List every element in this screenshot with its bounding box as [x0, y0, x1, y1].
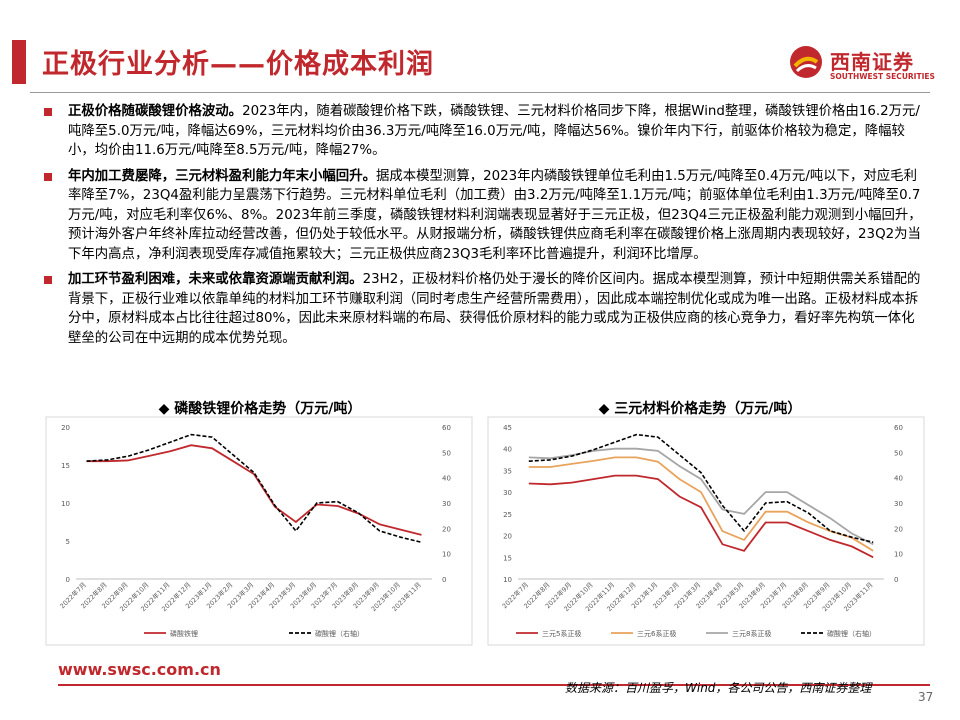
bullet-lead: 年内加工费屡降，三元材料盈利能力年末小幅回升。 — [68, 168, 376, 184]
y2-tick-label: 10 — [894, 551, 903, 559]
y2-tick-label: 0 — [894, 576, 898, 584]
y2-tick-label: 50 — [894, 449, 903, 457]
logo-en-text: SOUTHWEST SECURITIES — [830, 72, 935, 81]
bullet-square-icon — [44, 276, 52, 284]
bullet-item: 正极价格随碳酸锂价格波动。2023年内，随着碳酸锂价格下跌，磷酸铁锂、三元材料价… — [44, 102, 926, 161]
chart-frame — [487, 416, 925, 646]
website-link[interactable]: www.swsc.com.cn — [58, 660, 221, 679]
y-tick-label: 10 — [61, 500, 70, 508]
y2-tick-label: 30 — [894, 500, 903, 508]
bullet-body: 据成本模型测算，2023年内磷酸铁锂单位毛利由1.5万元/吨降至0.4万元/吨以… — [68, 168, 922, 262]
chart-title-lfp: ◆ 磷酸铁锂价格走势（万元/吨） — [158, 401, 362, 417]
bullet-item: 加工环节盈利困难，未来或依靠资源端贡献利润。23H2，正极材料价格仍处于漫长的降… — [44, 270, 926, 348]
lfp-price-chart: 0510152001020304050602022年7月2022年8月2022年… — [45, 416, 473, 646]
legend-label: 磷酸铁锂 — [170, 629, 198, 638]
y2-tick-label: 40 — [442, 475, 451, 483]
legend-label: 碳酸锂（右轴） — [315, 629, 364, 638]
y2-tick-label: 40 — [894, 475, 903, 483]
bullet-item: 年内加工费屡降，三元材料盈利能力年末小幅回升。据成本模型测算，2023年内磷酸铁… — [44, 167, 926, 265]
y-tick-label: 0 — [66, 576, 70, 584]
bullet-square-icon — [44, 172, 52, 181]
y-tick-label: 15 — [503, 554, 512, 562]
y-tick-label: 20 — [503, 533, 512, 541]
bullet-body: 2023年内，随着碳酸锂价格下跌，磷酸铁锂、三元材料价格同步下降，根据Wind整… — [68, 104, 920, 158]
legend-label: 三元6系正极 — [637, 629, 676, 638]
data-source: 数据来源：百川盈孚，Wind，各公司公告，西南证券整理 — [565, 681, 872, 695]
series-line — [86, 444, 422, 536]
footer-divider — [58, 684, 930, 686]
legend-label: 三元5系正极 — [542, 629, 581, 638]
logo-emblem-icon — [790, 46, 822, 78]
y2-tick-label: 0 — [442, 576, 446, 584]
chart-frame — [45, 416, 473, 646]
y-tick-label: 25 — [503, 511, 512, 519]
bullet-list: 正极价格随碳酸锂价格波动。2023年内，随着碳酸锂价格下跌，磷酸铁锂、三元材料价… — [44, 102, 926, 354]
y-tick-label: 35 — [503, 467, 512, 475]
y2-tick-label: 20 — [894, 525, 903, 533]
y2-tick-label: 60 — [894, 424, 903, 432]
y-tick-label: 15 — [61, 462, 70, 470]
chart-title-ncm: ◆ 三元材料价格走势（万元/吨） — [598, 401, 802, 417]
y2-tick-label: 30 — [442, 500, 451, 508]
y-tick-label: 30 — [503, 489, 512, 497]
page-number: 37 — [918, 690, 934, 704]
y-tick-label: 10 — [503, 576, 512, 584]
company-logo: 西南证券 SOUTHWEST SECURITIES — [788, 44, 938, 88]
series-line — [86, 433, 422, 544]
ncm-price-chart: 101520253035404501020304050602022年7月2022… — [487, 416, 925, 646]
series-line — [528, 447, 874, 546]
bullet-lead: 加工环节盈利困难，未来或依靠资源端贡献利润。 — [68, 272, 363, 287]
bullet-body: 23H2，正极材料价格仍处于漫长的降价区间内。据成本模型测算，预计中短期供需关系… — [68, 272, 921, 346]
y2-tick-label: 10 — [442, 551, 451, 559]
series-line — [528, 474, 874, 559]
bullet-lead: 正极价格随碳酸锂价格波动。 — [68, 104, 243, 119]
header-divider — [30, 92, 930, 93]
y-tick-label: 45 — [503, 424, 512, 432]
legend-label: 三元8系正极 — [732, 629, 771, 638]
y2-tick-label: 20 — [442, 525, 451, 533]
bullet-square-icon — [44, 108, 52, 116]
logo-cn-text: 西南证券 — [830, 50, 914, 74]
series-line — [528, 433, 874, 544]
page-title: 正极行业分析——价格成本利润 — [42, 49, 434, 80]
y-tick-label: 5 — [66, 538, 70, 546]
title-accent-bar — [12, 40, 26, 84]
y2-tick-label: 50 — [442, 449, 451, 457]
y-tick-label: 40 — [503, 446, 512, 454]
y2-tick-label: 60 — [442, 424, 451, 432]
y-tick-label: 20 — [61, 424, 70, 432]
legend-label: 碳酸锂（右轴） — [827, 629, 876, 638]
series-line — [528, 456, 874, 552]
